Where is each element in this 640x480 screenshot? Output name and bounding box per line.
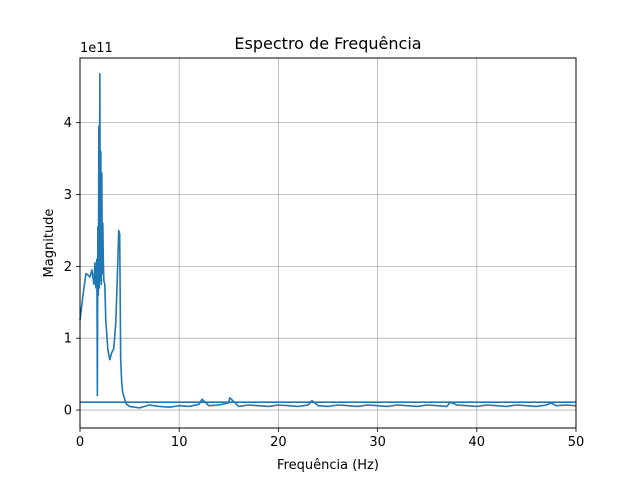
x-tick-label: 10 (171, 435, 188, 450)
series-layer (79, 73, 577, 409)
y-axis: 0 1 2 3 4 (64, 116, 80, 419)
y-tick-label: 0 (64, 404, 72, 419)
x-axis: 0 10 20 30 40 50 (76, 428, 584, 450)
y-tick-label: 3 (64, 188, 72, 203)
chart-title: Espectro de Frequência (234, 34, 421, 53)
x-tick-label: 50 (568, 435, 585, 450)
y-axis-label: Magnitude (42, 209, 57, 278)
x-tick-label: 0 (76, 435, 84, 450)
spectrum-line (79, 73, 577, 409)
x-axis-label: Frequência (Hz) (277, 458, 379, 473)
y-tick-label: 1 (64, 332, 72, 347)
y-tick-label: 2 (64, 260, 72, 275)
x-tick-label: 20 (270, 435, 287, 450)
y-tick-label: 4 (64, 116, 72, 131)
y-offset-text: 1e11 (80, 41, 113, 56)
x-tick-label: 30 (369, 435, 386, 450)
plot-frame (79, 57, 577, 429)
x-tick-label: 40 (469, 435, 486, 450)
